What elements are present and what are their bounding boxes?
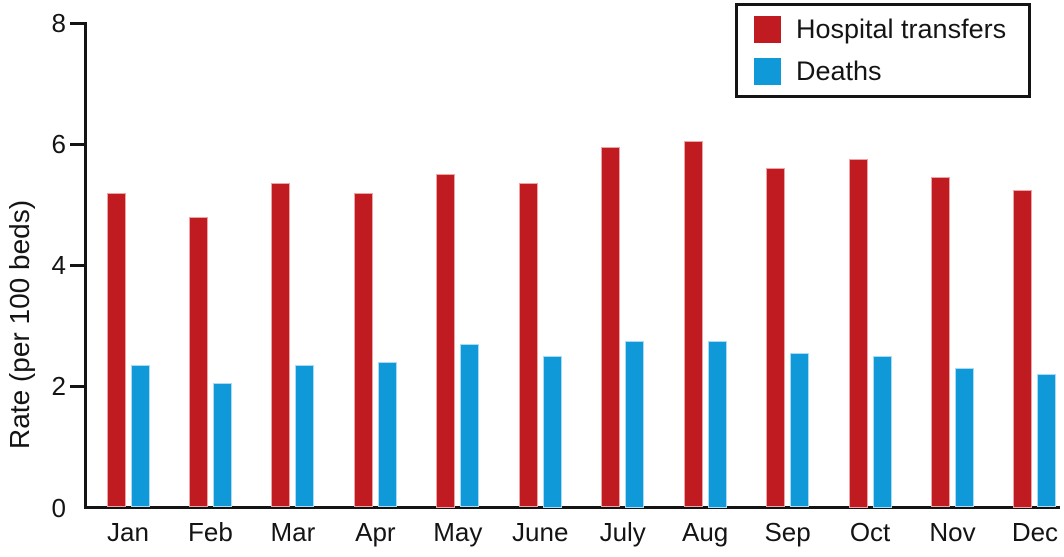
y-tick-mark-8 <box>70 21 85 25</box>
y-axis-line <box>84 22 87 509</box>
x-tick-label-apr: Apr <box>355 517 396 547</box>
x-tick-label-sep: Sep <box>764 517 811 547</box>
bar-deaths-dec <box>1037 374 1057 508</box>
x-tick-label-july: July <box>599 517 646 547</box>
x-axis-line <box>84 506 1060 509</box>
bar-deaths-may <box>460 343 480 508</box>
legend-swatch-deaths <box>754 58 781 85</box>
bar-hospital-transfers-apr <box>353 192 373 508</box>
legend-label-deaths: Deaths <box>796 56 882 86</box>
y-tick-label-4: 4 <box>51 250 66 281</box>
bar-deaths-june <box>542 356 562 508</box>
x-tick-label-feb: Feb <box>188 517 233 547</box>
bar-hospital-transfers-sep <box>766 168 786 508</box>
bar-hospital-transfers-feb <box>188 216 208 508</box>
y-tick-mark-6 <box>70 142 85 146</box>
legend-label-hospital-transfers: Hospital transfers <box>796 14 1007 44</box>
bar-deaths-feb <box>212 383 232 508</box>
bar-deaths-jan <box>130 365 150 508</box>
bar-deaths-sep <box>790 353 810 508</box>
y-tick-mark-4 <box>70 263 85 267</box>
bar-hospital-transfers-may <box>436 174 456 508</box>
bar-hospital-transfers-mar <box>271 183 291 508</box>
x-tick-label-may: May <box>433 517 483 547</box>
y-tick-label-0: 0 <box>51 492 66 523</box>
x-tick-label-nov: Nov <box>929 517 976 547</box>
x-tick-label-aug: Aug <box>682 517 729 547</box>
bar-deaths-aug <box>707 340 727 508</box>
bar-deaths-mar <box>295 365 315 508</box>
y-tick-label-2: 2 <box>51 371 66 402</box>
x-tick-label-dec: Dec <box>1011 517 1059 547</box>
bar-hospital-transfers-july <box>601 147 621 508</box>
bar-hospital-transfers-june <box>518 183 538 508</box>
x-tick-label-june: June <box>512 517 569 547</box>
y-tick-label-8: 8 <box>51 8 66 38</box>
bar-hospital-transfers-jan <box>106 192 126 508</box>
y-tick-label-6: 6 <box>51 129 66 160</box>
bar-deaths-oct <box>872 356 892 508</box>
y-tick-mark-2 <box>70 384 85 388</box>
bar-deaths-nov <box>955 368 974 508</box>
x-tick-label-mar: Mar <box>270 517 316 547</box>
bar-hospital-transfers-aug <box>683 141 703 508</box>
x-tick-label-oct: Oct <box>849 517 891 547</box>
bar-hospital-transfers-nov <box>931 177 950 508</box>
bar-hospital-transfers-dec <box>1013 189 1033 508</box>
legend-swatch-hospital-transfers <box>754 16 781 43</box>
legend: Hospital transfers Deaths <box>735 3 1031 98</box>
bar-deaths-july <box>625 340 645 508</box>
legend-item-hospital-transfers: Hospital transfers <box>754 14 1028 45</box>
bar-deaths-apr <box>377 362 397 508</box>
x-tick-label-jan: Jan <box>107 517 149 547</box>
legend-item-deaths: Deaths <box>754 56 1028 87</box>
y-axis-title: Rate (per 100 beds) <box>4 199 35 449</box>
bar-hospital-transfers-oct <box>848 159 868 508</box>
